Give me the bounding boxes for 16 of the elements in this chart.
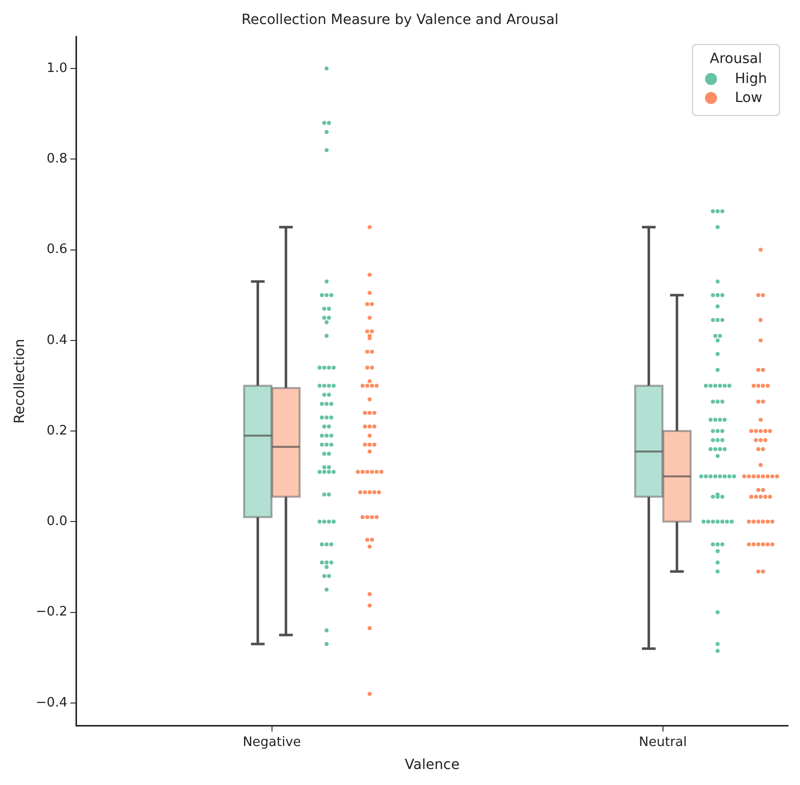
y-tick-label: −0.4	[36, 695, 68, 710]
y-tick-label: 1.0	[46, 60, 68, 76]
y-axis-title: Recollection	[12, 338, 28, 424]
x-tick-label: Negative	[242, 734, 302, 750]
legend-label: Low	[734, 90, 762, 106]
y-tick-label: −0.2	[36, 604, 68, 620]
legend-label: High	[734, 71, 767, 87]
y-tick-label: 0.6	[46, 242, 68, 258]
x-tick-label: Neutral	[638, 734, 687, 750]
y-tick-label: 0.4	[46, 332, 68, 348]
y-tick-label: 0.0	[46, 514, 68, 530]
y-tick-label: 0.2	[46, 423, 68, 438]
y-tick-label: 0.8	[46, 152, 68, 167]
legend-title: Arousal	[708, 51, 764, 67]
chart-title: Recollection Measure by Valence and Arousal	[241, 12, 559, 28]
x-axis-title: Valence	[404, 757, 460, 774]
